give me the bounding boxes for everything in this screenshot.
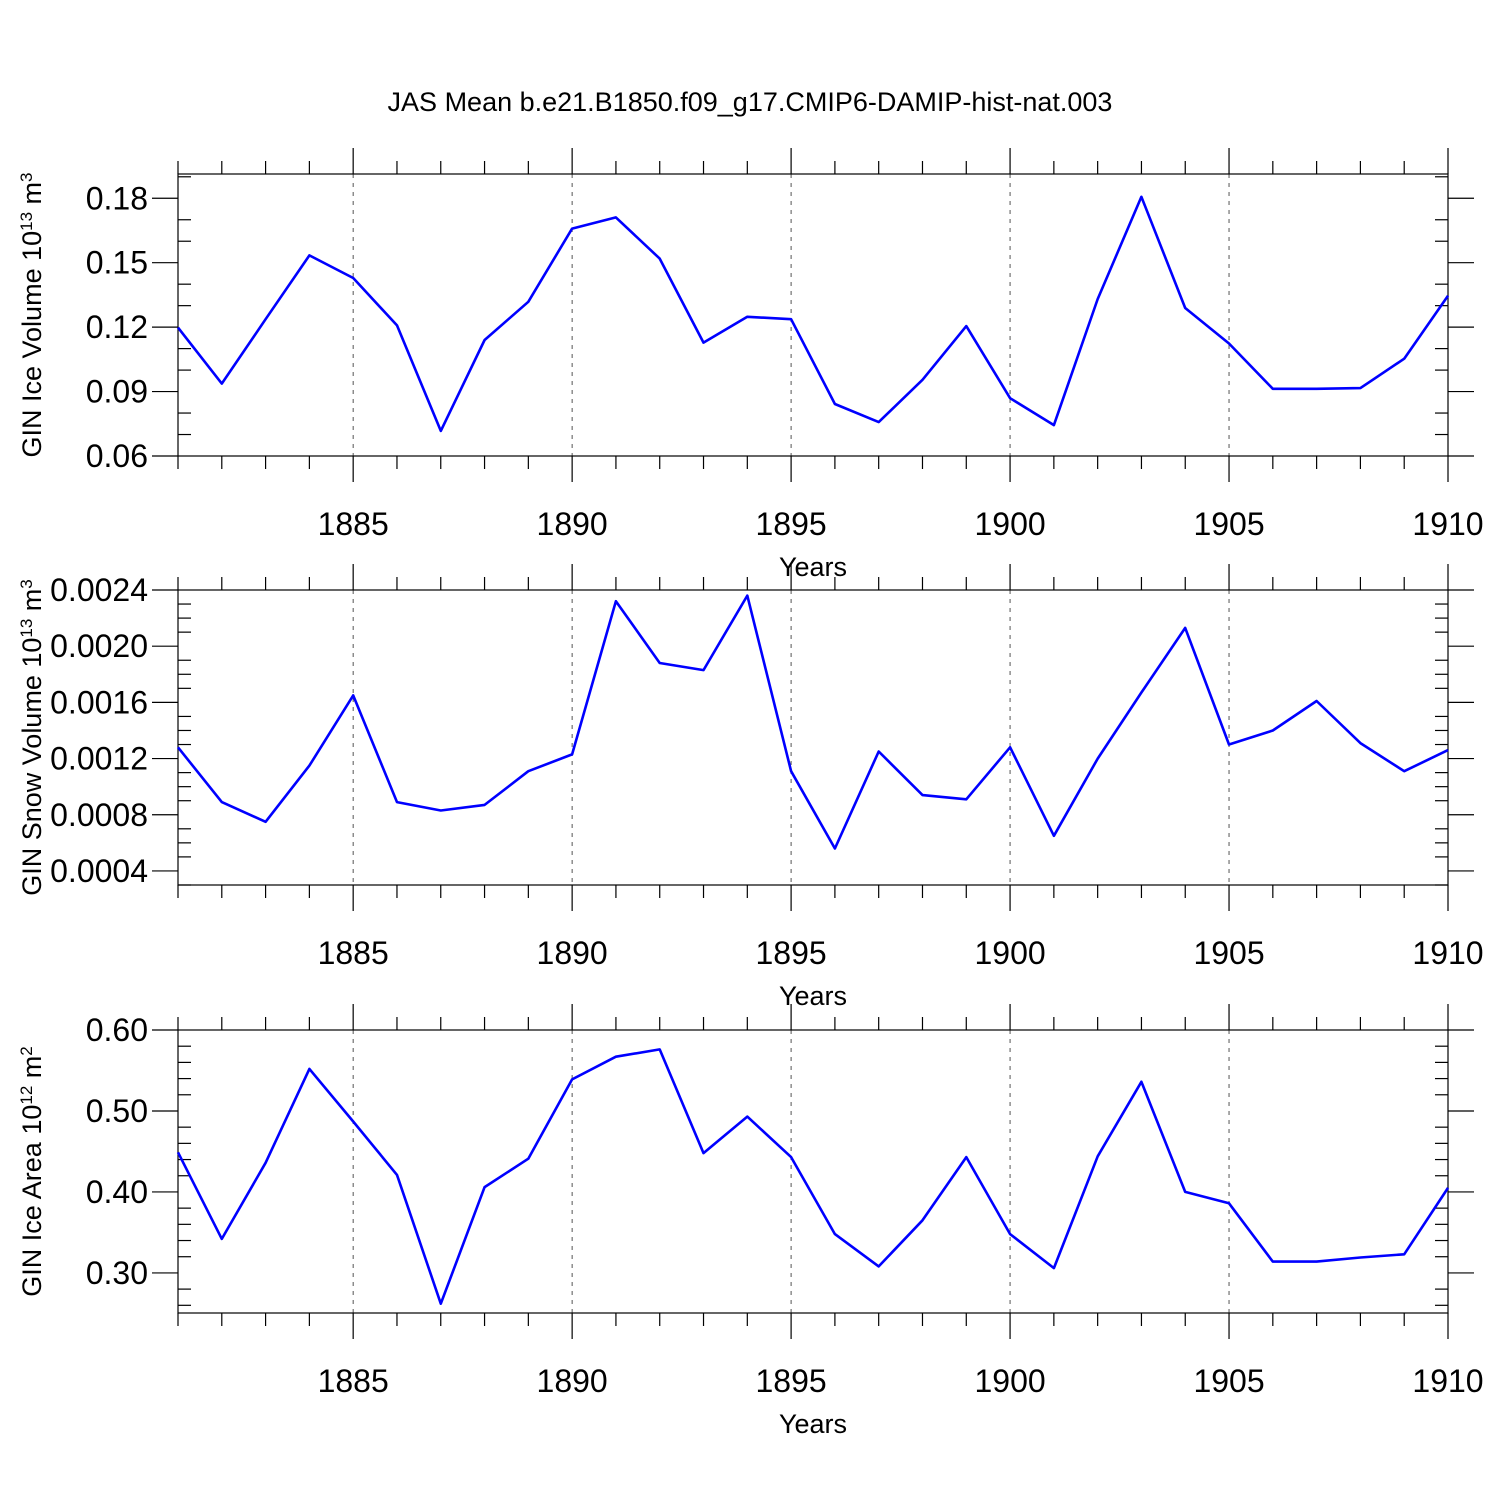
x-tick-label: 1910: [1412, 935, 1483, 971]
y-axis-title-superscript: 2: [17, 1046, 36, 1055]
series-line: [176, 195, 1450, 433]
y-axis-title-superscript: 13: [17, 212, 36, 231]
x-tick-label: 1905: [1193, 935, 1264, 971]
x-tick-label: 1885: [318, 506, 389, 542]
x-tick-label: 1900: [974, 506, 1045, 542]
x-tick-label: 1890: [537, 506, 608, 542]
y-tick-label: 0.60: [86, 1012, 148, 1048]
plot-frame: [177, 173, 1449, 457]
x-tick-label: 1905: [1193, 506, 1264, 542]
y-tick-label: 0.12: [86, 309, 148, 345]
y-tick-label: 0.0004: [50, 853, 148, 889]
x-tick-label: 1890: [537, 1363, 608, 1399]
y-axis-title: GIN Snow Volume 1013 m3: [17, 579, 47, 896]
panel-ice-volume: 0.06 0.09 0.12 0.15 0.18 1885 1890 1895 1900 1905…: [17, 148, 1484, 582]
x-tick-label: 1895: [756, 506, 827, 542]
y-axis-title-superscript: 12: [17, 1086, 36, 1105]
y-axis-title-part: GIN Ice Area 10: [17, 1105, 47, 1297]
x-tick-label: 1885: [318, 1363, 389, 1399]
x-tick-label: 1905: [1193, 1363, 1264, 1399]
plot-frame: [177, 589, 1449, 886]
plot-frame: [177, 1029, 1449, 1314]
y-axis-title-part: GIN Ice Volume 10: [17, 231, 47, 458]
x-axis-title: Years: [779, 552, 847, 582]
y-tick-label: 0.0024: [50, 572, 148, 608]
x-tick-label: 1895: [756, 1363, 827, 1399]
y-axis-title: GIN Ice Volume 1013 m3: [17, 172, 47, 457]
x-tick-label: 1910: [1412, 1363, 1483, 1399]
y-tick-label: 0.50: [86, 1093, 148, 1129]
x-tick-label: 1885: [318, 935, 389, 971]
y-axis-title-part: m: [17, 589, 47, 619]
y-tick-label: 0.0020: [50, 628, 148, 664]
x-axis-title: Years: [779, 981, 847, 1011]
y-tick-label: 0.0012: [50, 741, 148, 777]
panel-snow-volume: 0.0004 0.0008 0.0012 0.0016 0.0020 0.0024 1885…: [17, 564, 1484, 1011]
y-tick-label: 0.30: [86, 1255, 148, 1291]
series-line: [176, 594, 1449, 850]
y-axis-title-superscript: 3: [17, 579, 36, 588]
y-tick-label: 0.40: [86, 1174, 148, 1210]
x-tick-label: 1900: [974, 1363, 1045, 1399]
y-tick-label: 0.0008: [50, 797, 148, 833]
y-tick-label: 0.0016: [50, 684, 148, 720]
y-axis-title-part: m: [17, 1056, 47, 1086]
x-tick-label: 1890: [537, 935, 608, 971]
x-tick-label: 1900: [974, 935, 1045, 971]
y-axis-title-part: m: [17, 182, 47, 212]
y-axis-title-superscript: 3: [17, 172, 36, 181]
y-axis-title: GIN Ice Area 1012 m2: [17, 1046, 47, 1297]
y-tick-label: 0.18: [86, 180, 148, 216]
series-line: [176, 1048, 1450, 1305]
y-axis-title-part: GIN Snow Volume 10: [17, 638, 47, 896]
x-tick-label: 1895: [756, 935, 827, 971]
panel-ice-area: 0.30 0.40 0.50 0.60 1885 1890 1895 1900 1905 1910…: [17, 1004, 1484, 1439]
y-tick-label: 0.06: [86, 438, 148, 474]
y-tick-label: 0.09: [86, 374, 148, 410]
x-axis-title: Years: [779, 1409, 847, 1439]
x-tick-label: 1910: [1412, 506, 1483, 542]
y-tick-label: 0.15: [86, 245, 148, 281]
y-axis-title-superscript: 13: [17, 619, 36, 638]
chart-title: JAS Mean b.e21.B1850.f09_g17.CMIP6-DAMIP…: [388, 87, 1113, 117]
